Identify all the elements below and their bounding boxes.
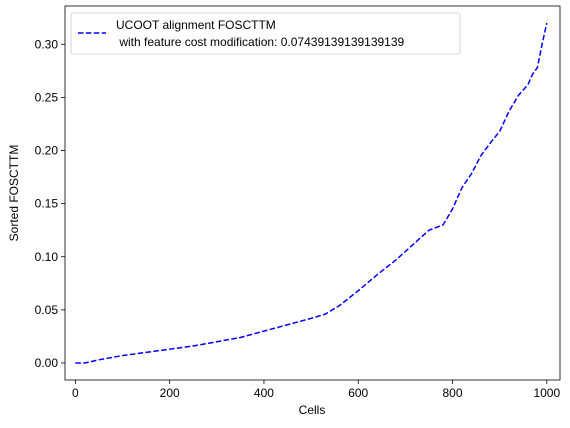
y-tick-label: 0.25 bbox=[35, 90, 59, 104]
y-tick-label: 0.30 bbox=[35, 37, 59, 51]
x-tick-label: 800 bbox=[442, 386, 462, 400]
y-tick-label: 0.10 bbox=[35, 250, 59, 264]
legend-entry-line-1: UCOOT alignment FOSCTTM bbox=[116, 18, 276, 32]
x-axis-label: Cells bbox=[299, 403, 326, 417]
y-tick-label: 0.20 bbox=[35, 144, 59, 158]
x-tick-label: 600 bbox=[348, 386, 368, 400]
x-tick-label: 400 bbox=[254, 386, 274, 400]
y-axis-ticks: 0.00 0.05 0.10 0.15 0.20 0.25 0.30 bbox=[35, 37, 65, 370]
y-tick-label: 0.05 bbox=[35, 303, 59, 317]
legend-entry-line-2: with feature cost modification: 0.074391… bbox=[116, 35, 405, 49]
x-tick-label: 200 bbox=[160, 386, 180, 400]
series-layer bbox=[75, 22, 548, 364]
x-tick-label: 0 bbox=[72, 386, 79, 400]
axes-frame bbox=[64, 5, 561, 381]
y-tick-label: 0.00 bbox=[35, 356, 59, 370]
y-tick-label: 0.15 bbox=[35, 197, 59, 211]
series-line-0 bbox=[75, 22, 548, 364]
x-tick-label: 1000 bbox=[533, 386, 560, 400]
x-axis-ticks: 0 200 400 600 800 1000 bbox=[72, 380, 560, 400]
y-axis-label: Sorted FOSCTTM bbox=[7, 145, 21, 242]
legend: UCOOT alignment FOSCTTM with feature cos… bbox=[70, 12, 461, 55]
plot-area bbox=[65, 6, 560, 380]
legend-box bbox=[70, 12, 461, 55]
